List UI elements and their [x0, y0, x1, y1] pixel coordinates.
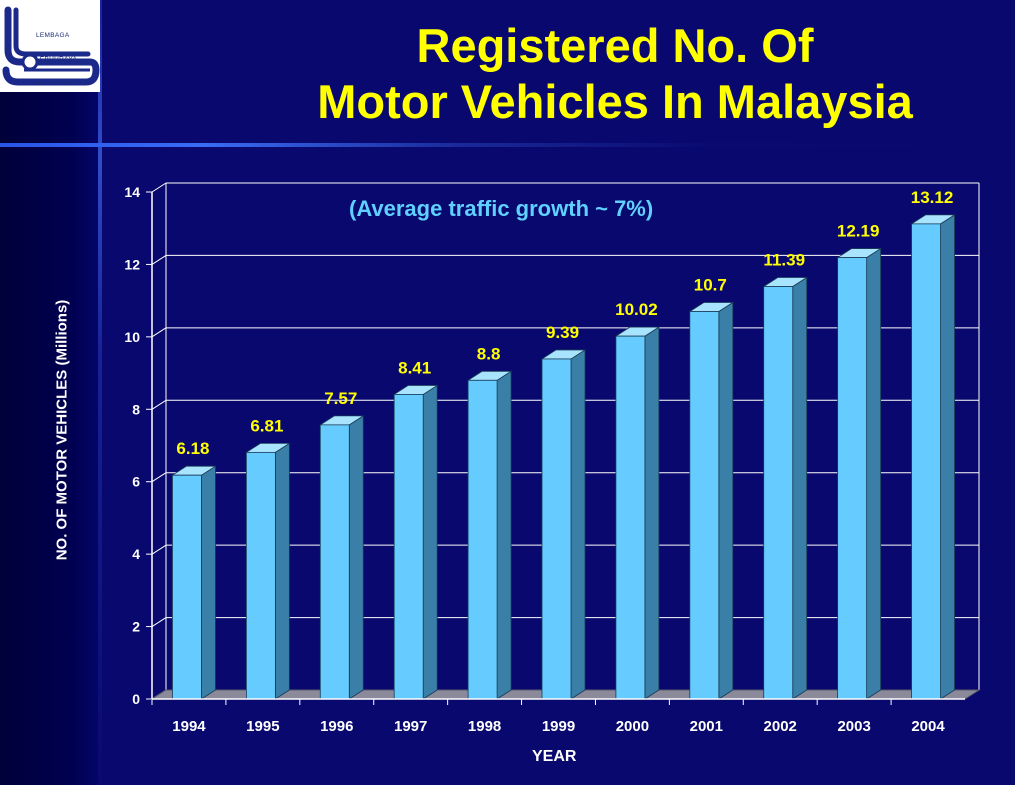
- gridline-depth: [151, 472, 167, 483]
- bar-side: [496, 370, 512, 700]
- left-decorative-band: [0, 0, 100, 785]
- bar-side: [274, 442, 290, 700]
- data-label: 12.19: [837, 222, 880, 241]
- y-tick-label: 14: [124, 184, 140, 200]
- bar: [319, 424, 350, 700]
- gridline-depth: [151, 255, 167, 265]
- bar: [763, 286, 794, 700]
- data-label: 10.7: [694, 276, 727, 295]
- x-tick-label: 1994: [172, 718, 206, 735]
- x-tick-label: 1996: [320, 718, 353, 735]
- bar-side: [718, 301, 734, 700]
- x-tick-label: 2003: [837, 718, 870, 735]
- data-label: 8.8: [477, 344, 501, 363]
- data-label: 8.41: [398, 358, 431, 377]
- x-tick-label: 2004: [911, 718, 945, 735]
- header-divider-line: [0, 143, 1015, 147]
- bar: [615, 335, 646, 700]
- x-tick-label: 1999: [542, 718, 575, 735]
- y-tick-label: 10: [124, 329, 140, 345]
- logo: LEMBAGA LEBUHRAYA MALAYSIA: [0, 0, 100, 92]
- chart-annotation: (Average traffic growth ~ 7%): [349, 196, 654, 221]
- bar-side: [940, 214, 955, 700]
- page-title-line-2: Motor Vehicles In Malaysia: [317, 75, 913, 128]
- data-label: 6.81: [250, 416, 283, 435]
- bar-side: [644, 326, 660, 700]
- bar: [541, 358, 572, 700]
- gridline-depth: [151, 617, 167, 627]
- logo-text: LEMBAGA LEBUHRAYA MALAYSIA: [36, 16, 77, 104]
- y-tick-label: 8: [132, 401, 140, 417]
- bar: [172, 474, 202, 700]
- page-title-line-1: Registered No. Of: [416, 19, 814, 72]
- bar: [245, 451, 276, 700]
- y-tick-label: 12: [124, 256, 140, 272]
- bar-side: [201, 465, 216, 700]
- data-label: 11.39: [763, 251, 805, 270]
- llm-logo-icon: [2, 6, 100, 86]
- bar-side: [570, 349, 586, 700]
- y-tick-label: 4: [132, 546, 140, 562]
- data-label: 10.02: [615, 300, 658, 319]
- x-tick-label: 1998: [468, 718, 501, 735]
- bar-side: [348, 415, 364, 700]
- bar: [837, 257, 868, 700]
- y-tick-label: 0: [132, 691, 140, 707]
- data-label: 7.57: [324, 389, 357, 408]
- logo-text-line-1: LEMBAGA: [36, 32, 70, 39]
- data-label: 13.12: [911, 188, 954, 207]
- x-tick-label: 2000: [616, 718, 649, 735]
- y-tick-label: 6: [132, 474, 140, 490]
- gridline-depth: [151, 399, 167, 410]
- x-tick-label: 2002: [764, 718, 797, 735]
- bar: [467, 379, 498, 700]
- bar-side: [866, 247, 882, 700]
- x-tick-label: 1997: [394, 718, 427, 735]
- x-tick-label: 2001: [690, 718, 723, 735]
- x-axis-title: YEAR: [532, 748, 577, 765]
- bar-side: [422, 384, 438, 700]
- data-label: 9.39: [546, 323, 579, 342]
- page-title: Registered No. Of Motor Vehicles In Mala…: [230, 18, 1000, 130]
- logo-text-line-3: MALAYSIA: [36, 80, 71, 87]
- data-label: 6.18: [176, 439, 209, 458]
- bar: [911, 223, 941, 700]
- gridline-depth: [151, 327, 167, 338]
- bar-side: [792, 276, 808, 700]
- bar: [393, 394, 424, 700]
- gridline-depth: [151, 182, 167, 193]
- gridline-depth: [151, 544, 167, 555]
- logo-text-line-2: LEBUHRAYA: [36, 56, 78, 63]
- y-tick-label: 2: [132, 619, 140, 635]
- x-tick-label: 1995: [246, 718, 279, 735]
- left-vertical-accent-line: [98, 0, 102, 785]
- bar: [689, 311, 720, 700]
